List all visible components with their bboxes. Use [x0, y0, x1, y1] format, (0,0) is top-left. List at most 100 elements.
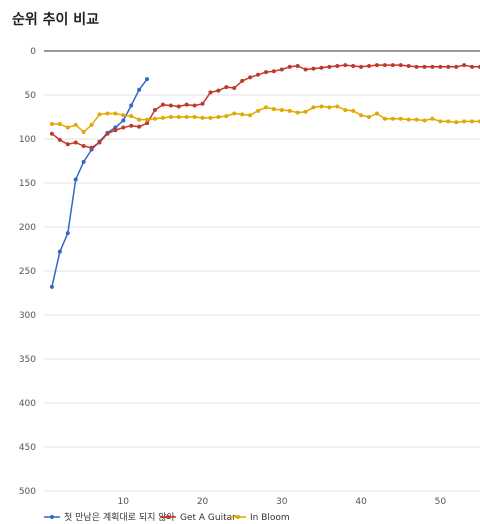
data-point — [327, 64, 332, 69]
data-point — [367, 115, 372, 119]
data-point — [470, 64, 475, 69]
data-point — [65, 125, 70, 130]
y-tick-label: 100 — [19, 135, 36, 145]
data-point — [263, 70, 268, 75]
y-tick-label: 250 — [19, 267, 36, 277]
data-point — [57, 137, 62, 142]
data-point — [430, 116, 435, 121]
data-point — [454, 64, 459, 69]
data-point — [152, 107, 157, 112]
data-point — [398, 63, 403, 68]
data-point — [438, 119, 443, 124]
data-point — [367, 63, 372, 68]
data-point — [422, 64, 427, 69]
data-point — [390, 116, 395, 121]
data-point — [137, 117, 142, 122]
data-point — [240, 112, 245, 117]
data-point — [160, 102, 165, 107]
data-point — [145, 121, 150, 126]
data-point — [335, 104, 340, 109]
data-point — [200, 115, 205, 120]
data-point — [295, 63, 300, 68]
data-point — [303, 109, 308, 114]
data-point — [279, 107, 284, 112]
data-point — [216, 115, 221, 119]
data-point — [390, 63, 395, 68]
data-point — [319, 104, 324, 109]
data-point — [287, 64, 292, 69]
data-point — [129, 103, 134, 108]
data-point — [184, 115, 189, 119]
data-point — [406, 63, 411, 68]
data-point — [137, 124, 142, 129]
x-tick-label: 30 — [276, 497, 288, 507]
legend: 첫 만남은 계획대로 되지 않아 Get A Guitar In Bloom — [44, 511, 290, 523]
data-point — [271, 69, 276, 74]
x-tick-label: 50 — [435, 497, 447, 507]
data-point — [335, 63, 340, 68]
data-point — [343, 107, 348, 112]
data-point — [137, 87, 142, 92]
legend-marker — [236, 515, 240, 519]
y-tick-label: 0 — [30, 47, 36, 57]
data-point — [343, 63, 348, 68]
data-point — [359, 64, 364, 69]
data-point — [303, 67, 308, 72]
x-tick-label: 20 — [197, 497, 209, 507]
data-point — [57, 249, 62, 254]
data-point — [113, 111, 118, 116]
data-point — [224, 114, 229, 119]
data-point — [89, 122, 94, 127]
data-point — [168, 115, 173, 119]
data-point — [168, 103, 173, 108]
data-point — [414, 64, 419, 69]
data-point — [97, 112, 102, 117]
data-point — [49, 131, 54, 136]
data-point — [121, 113, 126, 118]
data-point — [129, 123, 134, 128]
legend-marker — [50, 515, 54, 519]
data-point — [374, 111, 379, 116]
data-point — [430, 64, 435, 69]
data-point — [176, 115, 181, 119]
data-point — [105, 131, 110, 136]
data-point — [414, 117, 419, 122]
y-tick-label: 500 — [19, 487, 36, 497]
data-point — [192, 115, 197, 119]
data-point — [382, 116, 387, 121]
y-tick-label: 300 — [19, 311, 36, 321]
data-point — [65, 142, 70, 147]
data-point — [248, 113, 253, 118]
data-point — [216, 88, 221, 93]
data-point — [256, 108, 261, 113]
data-point — [279, 67, 284, 72]
legend-label: 첫 만남은 계획대로 되지 않아 — [64, 511, 176, 523]
data-point — [97, 140, 102, 145]
data-point — [438, 64, 443, 69]
data-point — [81, 159, 86, 164]
data-point — [176, 104, 181, 109]
data-point — [240, 78, 245, 83]
chart-title: 순위 추이 비교 — [12, 12, 100, 28]
data-point — [89, 145, 94, 150]
legend-label: In Bloom — [250, 513, 290, 523]
data-point — [160, 115, 165, 120]
y-tick-label: 200 — [19, 223, 36, 233]
data-point — [406, 117, 411, 122]
data-point — [152, 116, 157, 121]
data-point — [49, 122, 54, 127]
data-point — [208, 115, 213, 120]
data-point — [311, 66, 316, 71]
data-point — [192, 103, 197, 108]
data-point — [145, 117, 150, 122]
data-point — [129, 114, 134, 119]
data-point — [327, 105, 332, 110]
data-point — [81, 129, 86, 134]
data-point — [184, 102, 189, 107]
data-point — [256, 72, 261, 77]
data-point — [351, 63, 356, 68]
data-point — [446, 119, 451, 124]
y-tick-label: 50 — [25, 91, 37, 101]
